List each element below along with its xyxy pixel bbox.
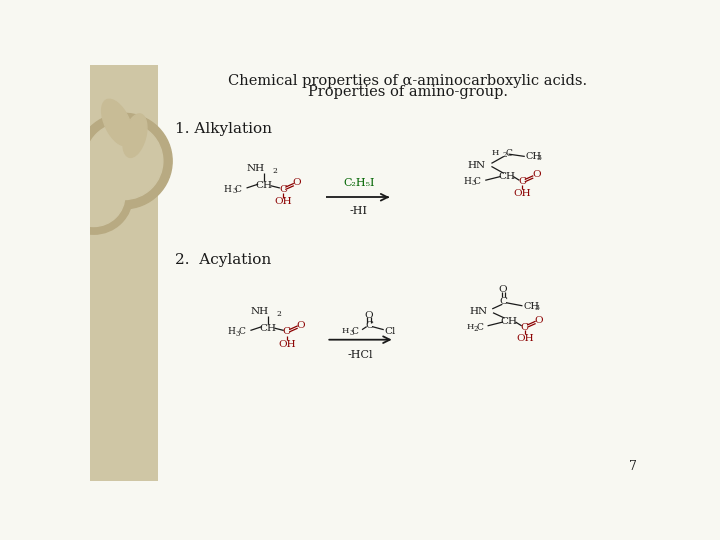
Text: O: O [365, 310, 373, 320]
Text: -HCl: -HCl [348, 350, 373, 360]
Text: CH: CH [498, 172, 516, 181]
Text: H: H [224, 185, 232, 194]
Text: H: H [464, 177, 472, 186]
Text: C: C [365, 321, 373, 330]
Text: 3: 3 [472, 179, 476, 187]
Text: C: C [279, 185, 287, 194]
Circle shape [63, 165, 125, 226]
Text: H: H [228, 327, 235, 336]
Text: CH: CH [526, 152, 541, 161]
Text: 1. Alkylation: 1. Alkylation [175, 122, 272, 136]
Text: 2.  Acylation: 2. Acylation [175, 253, 271, 267]
Text: 2: 2 [276, 309, 281, 318]
Text: 3: 3 [536, 154, 541, 162]
Text: H: H [341, 327, 349, 335]
Text: O: O [297, 321, 305, 329]
Text: C: C [476, 323, 483, 332]
Text: C: C [474, 177, 481, 186]
Text: H: H [492, 150, 499, 157]
Text: H: H [467, 323, 474, 332]
Text: HN: HN [469, 307, 487, 316]
Text: 3: 3 [349, 329, 354, 337]
Text: CH: CH [523, 302, 539, 311]
Ellipse shape [123, 114, 147, 157]
Text: O: O [534, 316, 543, 325]
Text: 7: 7 [629, 460, 636, 473]
Text: Chemical properties of α-aminocarboxylic acids.: Chemical properties of α-aminocarboxylic… [228, 74, 588, 88]
Text: OH: OH [516, 334, 534, 343]
Text: NH: NH [250, 307, 269, 316]
Text: O: O [292, 178, 301, 187]
Text: CH: CH [256, 181, 273, 190]
Text: C: C [234, 185, 241, 194]
Text: OH: OH [513, 189, 531, 198]
Text: C: C [518, 177, 526, 186]
Text: C: C [238, 327, 245, 336]
Text: OH: OH [274, 197, 292, 206]
Text: Properties of amino-group.: Properties of amino-group. [307, 85, 508, 99]
Text: Cl: Cl [384, 327, 396, 336]
Text: -HI: -HI [350, 206, 368, 217]
Text: 3: 3 [236, 329, 240, 338]
Text: C: C [283, 327, 291, 336]
Text: HN: HN [467, 161, 485, 170]
Circle shape [76, 113, 172, 209]
Text: CH: CH [501, 318, 518, 327]
Text: C: C [505, 149, 512, 158]
Text: 2: 2 [272, 167, 277, 175]
Circle shape [86, 123, 163, 200]
Circle shape [55, 157, 132, 234]
Ellipse shape [102, 99, 132, 146]
Text: C: C [351, 327, 358, 336]
Bar [90, 65, 158, 481]
Text: 3: 3 [534, 304, 539, 312]
Text: 3: 3 [232, 187, 236, 195]
Text: C: C [499, 298, 507, 307]
Text: C: C [521, 323, 528, 332]
Text: O: O [532, 171, 541, 179]
Text: CH: CH [260, 323, 276, 333]
Text: 2: 2 [474, 325, 478, 333]
Text: NH: NH [246, 164, 264, 173]
Text: OH: OH [278, 340, 296, 349]
Text: 2: 2 [503, 151, 507, 159]
Text: O: O [499, 285, 508, 294]
Text: C₂H₅I: C₂H₅I [343, 178, 374, 188]
